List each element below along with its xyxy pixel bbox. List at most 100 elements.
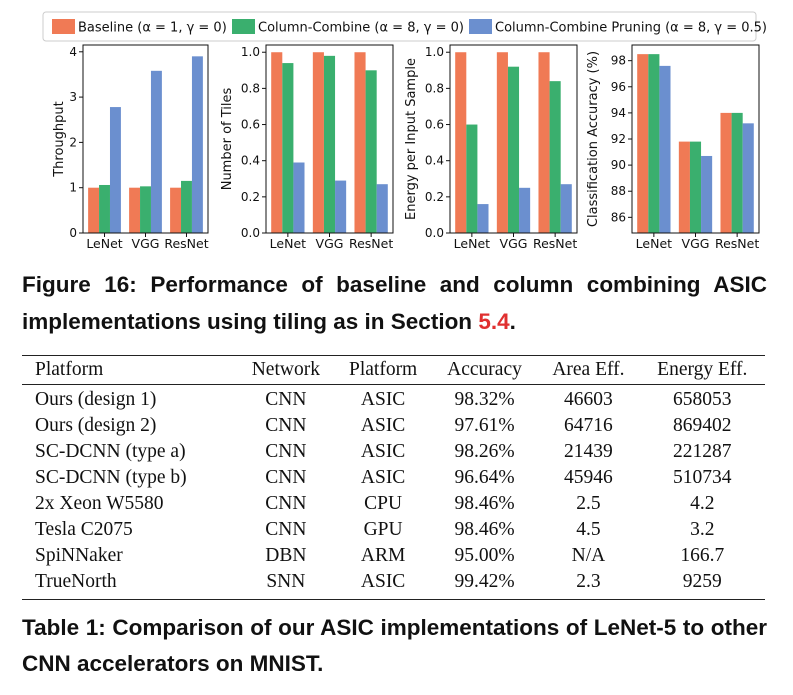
bar (507, 66, 520, 233)
x-tick-label: VGG (316, 236, 344, 251)
bar (140, 186, 151, 233)
bar (455, 52, 467, 234)
x-tick-label: LeNet (86, 236, 122, 251)
x-tick-label: VGG (500, 236, 528, 251)
table-cell: 166.7 (680, 545, 725, 566)
table-cell: ASIC (360, 389, 406, 410)
bar (659, 65, 671, 233)
figure-16-charts: Baseline (α = 1, γ = 0) Column-Combine (α… (42, 11, 767, 251)
table-cell: 45946 (564, 467, 613, 488)
bar (335, 180, 347, 233)
y-tick-label: 86 (611, 210, 626, 224)
bar (170, 187, 182, 233)
table-cell: ASIC (360, 441, 406, 462)
bar (720, 112, 732, 233)
bar (701, 155, 713, 233)
x-tick-label: LeNet (636, 236, 672, 251)
y-tick-label: 3 (69, 90, 77, 104)
table-cell: 98.46% (454, 519, 515, 540)
table-cell: CNN (265, 493, 307, 514)
bar (88, 187, 100, 233)
bar (376, 184, 388, 233)
bar (354, 52, 366, 234)
plot-frame (449, 44, 578, 234)
bar (689, 141, 702, 233)
x-tick-label: ResNet (349, 236, 393, 251)
bar (191, 56, 203, 233)
y-tick-label: 0.0 (425, 226, 444, 240)
y-tick-label: 2 (69, 135, 77, 149)
table-cell: Tesla C2075 (35, 519, 133, 540)
bar (466, 124, 478, 233)
legend-swatch (232, 19, 255, 34)
table-cell: DBN (265, 545, 307, 566)
table-caption: Table 1: Comparison of our ASIC implemen… (22, 615, 767, 676)
table-cell: ARM (360, 545, 406, 566)
table-row: Tesla C2075 CNN GPU 98.46% 4.5 3.2 (22, 517, 765, 543)
bar (742, 123, 754, 233)
table-cell: Ours (design 1) (35, 389, 157, 410)
legend-swatch (52, 19, 75, 34)
bar (150, 70, 162, 233)
column-header: Energy Eff. (639, 355, 765, 385)
table-cell: 98.32% (454, 389, 515, 410)
table-cell: CNN (265, 389, 307, 410)
bar (648, 54, 660, 233)
bar (293, 162, 305, 233)
column-header: Area Eff. (537, 355, 640, 385)
bar (678, 141, 690, 233)
table-cell: 658053 (673, 389, 732, 410)
y-tick-label: 0.8 (241, 81, 260, 95)
table-row: Ours (design 1) CNN ASIC 98.32% 46603 658053 (22, 385, 765, 414)
table-cell: 46603 (564, 389, 613, 410)
table-cell: SC-DCNN (type b) (35, 467, 187, 488)
legend-label: Column-Combine (α = 8, γ = 0) (258, 21, 464, 36)
y-axis-label: Number of Tiles (220, 88, 235, 191)
bar (731, 112, 743, 233)
table-row: SC-DCNN (type b) CNN ASIC 96.64% 45946 510734 (22, 465, 765, 491)
y-tick-label: 88 (611, 184, 626, 198)
table-cell: CNN (265, 519, 307, 540)
table-cell: TrueNorth (35, 571, 117, 592)
table-cell: 221287 (673, 441, 732, 462)
y-tick-label: 1.0 (241, 45, 260, 59)
table-cell: 3.2 (690, 519, 715, 540)
y-tick-label: 0.6 (425, 118, 444, 132)
table-cell: 95.00% (454, 545, 515, 566)
bar (129, 187, 141, 233)
table-row: 2x Xeon W5580 CNN CPU 98.46% 2.5 4.2 (22, 491, 765, 517)
bar (549, 81, 561, 234)
table-row: SpiNNaker DBN ARM 95.00% N/A 166.7 (22, 543, 765, 569)
table-cell: CNN (265, 467, 307, 488)
table-row: Ours (design 2) CNN ASIC 97.61% 64716 869402 (22, 413, 765, 439)
y-tick-label: 98 (611, 54, 626, 68)
x-tick-label: VGG (132, 236, 160, 251)
table-cell: 98.46% (454, 493, 515, 514)
chart-legend: Baseline (α = 1, γ = 0) Column-Combine (α… (42, 11, 767, 42)
legend-box (42, 11, 757, 42)
section-reference-link[interactable]: 5.4 (478, 309, 510, 334)
x-tick-label: ResNet (715, 236, 759, 251)
y-axis-label: Energy per Input Sample (404, 58, 419, 220)
bar (519, 187, 531, 233)
y-tick-label: 90 (611, 158, 626, 172)
table-cell: GPU (363, 519, 403, 540)
comparison-table: Platform Network Platform Accuracy Area … (22, 355, 765, 600)
bar (181, 180, 192, 233)
column-header: Network (237, 355, 335, 385)
table-row: SC-DCNN (type a) CNN ASIC 98.26% 21439 221287 (22, 439, 765, 465)
table-cell: 2.3 (576, 571, 601, 592)
y-axis-label: Throughput (52, 101, 67, 178)
y-tick-label: 1 (69, 181, 77, 195)
chart-panel: LeNet VGG ResNet 0.0 0.2 0.4 0.6 0.8 1.0 Number o… (220, 44, 394, 251)
y-axis-label: Classification Accuracy (%) (586, 51, 601, 227)
table-cell: 2.5 (576, 493, 601, 514)
table-cell: CNN (265, 415, 307, 436)
table-cell: 98.26% (454, 441, 515, 462)
legend-label: Column-Combine Pruning (α = 8, γ = 0.5) (495, 21, 767, 36)
table-cell: 4.2 (690, 493, 715, 514)
table-cell: 97.61% (454, 415, 515, 436)
table-cell: SNN (266, 571, 306, 592)
plot-frame (82, 44, 209, 234)
y-tick-label: 94 (611, 106, 626, 120)
